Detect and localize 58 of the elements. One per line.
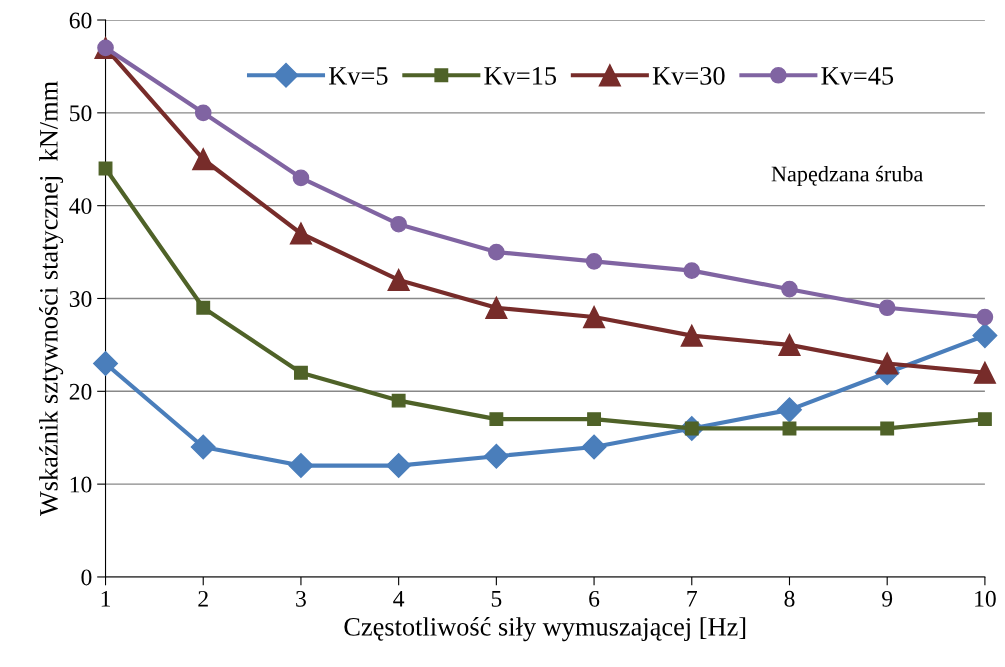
- annotation: Napędzana śruba: [771, 165, 924, 187]
- x-tick-label: 5: [491, 591, 502, 607]
- point: [680, 324, 703, 347]
- point: [196, 300, 211, 315]
- point: [781, 280, 798, 298]
- point: [582, 305, 606, 329]
- point: [878, 299, 896, 317]
- point: [194, 104, 212, 122]
- point: [782, 421, 797, 436]
- point: [390, 215, 407, 233]
- point: [585, 253, 603, 270]
- point: [190, 434, 216, 460]
- x-tick-label: 3: [296, 590, 306, 607]
- x-tick-label: 2: [198, 590, 208, 607]
- x-tick-label: 1: [101, 590, 111, 607]
- x-tick-label: 4: [393, 590, 405, 607]
- point: [288, 453, 314, 479]
- point: [976, 308, 994, 326]
- legend-label: Kv=15: [484, 67, 557, 85]
- point: [880, 421, 895, 436]
- point: [581, 434, 607, 460]
- y-axis-title: Wskaźnik sztywności statycznej kN/mm: [39, 81, 64, 517]
- point: [489, 412, 504, 427]
- point: [777, 397, 802, 423]
- x-tick-label: 10: [975, 590, 996, 607]
- point: [488, 243, 505, 261]
- y-tick-label: 0: [81, 569, 92, 586]
- y-tick-label: 20: [69, 383, 92, 400]
- point: [386, 453, 412, 479]
- point: [977, 412, 992, 427]
- point: [483, 443, 509, 469]
- y-tick-label: 50: [70, 105, 92, 122]
- y-tick-label: 10: [70, 476, 92, 493]
- point: [972, 323, 998, 349]
- point: [778, 333, 801, 357]
- x-axis-title: Częstotliwość siły wymuszającej [Hz]: [344, 617, 746, 642]
- legend-label: Kv=45: [821, 67, 894, 85]
- point: [292, 169, 310, 187]
- y-tick-label: 30: [69, 290, 92, 307]
- point: [289, 222, 313, 245]
- legend-label: Kv=5: [328, 67, 388, 85]
- point: [293, 365, 308, 380]
- x-tick-label: 7: [687, 591, 697, 607]
- point: [587, 412, 602, 427]
- point: [973, 361, 997, 384]
- point: [93, 350, 119, 376]
- y-tick-label: 60: [69, 12, 92, 29]
- legend-label: Kv=30: [652, 66, 725, 85]
- x-tick-label: 6: [589, 590, 600, 607]
- point: [876, 352, 899, 375]
- point: [387, 268, 410, 292]
- x-tick-label: 8: [784, 590, 795, 607]
- x-tick-label: 9: [882, 590, 893, 607]
- point: [485, 296, 508, 319]
- point: [192, 148, 215, 171]
- y-tick-label: 40: [69, 198, 92, 215]
- point: [391, 393, 406, 408]
- point: [683, 262, 701, 279]
